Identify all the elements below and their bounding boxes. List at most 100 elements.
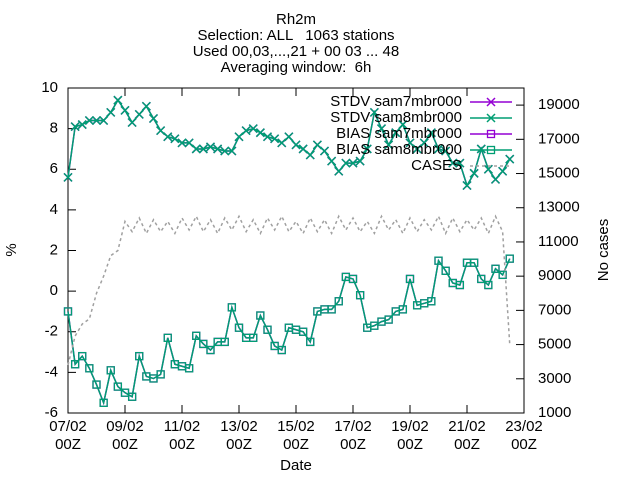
x-tick-label: 19/02 00Z: [391, 418, 429, 453]
marker-x: [462, 180, 472, 191]
marker-square: [491, 264, 500, 273]
marker-x: [498, 166, 508, 176]
marker-x: [99, 115, 109, 126]
marker-square: [327, 305, 336, 314]
y2-tick-label: 3000: [538, 370, 571, 387]
marker-x: [341, 158, 351, 168]
marker-x: [291, 140, 301, 150]
y-tick-label: -2: [45, 323, 58, 340]
marker-square: [70, 360, 80, 369]
marker-x: [486, 97, 496, 107]
marker-x: [505, 154, 515, 164]
marker-square: [486, 145, 496, 155]
y2-tick-label: 13000: [538, 199, 580, 216]
marker-square: [306, 337, 315, 347]
marker-x: [441, 146, 451, 156]
chart-title: Selection: ALL 1063 stations: [197, 27, 394, 44]
marker-x: [191, 144, 201, 154]
marker-x: [469, 168, 479, 178]
marker-square: [192, 331, 201, 340]
legend-label: STDV sam7mbr000: [330, 93, 462, 110]
marker-x: [362, 144, 372, 154]
y2-tick-label: 1000: [538, 404, 571, 421]
y-tick-label: 2: [50, 241, 58, 258]
x-tick-label: 17/02 00Z: [334, 418, 372, 453]
marker-x: [120, 105, 130, 115]
marker-square: [405, 274, 415, 284]
marker-square: [156, 370, 165, 379]
y-tick-label: 4: [50, 201, 58, 218]
marker-square: [113, 382, 123, 391]
marker-square: [63, 307, 73, 316]
y2-tick-label: 9000: [538, 267, 571, 284]
marker-square: [277, 345, 286, 355]
marker-square: [455, 280, 465, 290]
marker-x: [91, 115, 102, 126]
chart-title: Averaging window: 6h: [221, 59, 372, 76]
marker-x: [134, 109, 144, 119]
marker-square: [199, 339, 208, 349]
legend-label: STDV sam8mbr000: [330, 109, 462, 126]
marker-x: [106, 107, 116, 117]
x-tick-label: 15/02 00Z: [277, 418, 315, 453]
x-tick-label: 09/02 00Z: [106, 418, 144, 453]
x-tick-label: 23/02 00Z: [505, 418, 543, 453]
marker-x: [262, 132, 273, 142]
marker-square: [298, 327, 308, 336]
y-tick-label: -6: [45, 404, 58, 421]
marker-x: [384, 140, 394, 150]
marker-x: [433, 144, 444, 154]
marker-square: [106, 366, 115, 375]
marker-square: [234, 323, 244, 332]
marker-square: [127, 392, 137, 401]
y2-tick-label: 5000: [538, 336, 571, 353]
marker-x: [419, 138, 429, 148]
marker-x: [369, 107, 379, 117]
marker-x: [227, 146, 237, 156]
marker-square: [135, 351, 144, 361]
y2-tick-label: 7000: [538, 301, 571, 318]
x-tick-label: 13/02 00Z: [220, 418, 258, 453]
marker-x: [248, 124, 258, 134]
marker-square: [206, 345, 215, 355]
marker-square: [469, 258, 479, 267]
y-tick-label: 10: [41, 79, 58, 96]
marker-x: [334, 166, 344, 176]
marker-square: [484, 280, 493, 290]
marker-square: [398, 305, 408, 314]
x-axis-label: Date: [280, 457, 312, 474]
chart-title: Used 00,03,...,21 + 00 03 ... 48: [193, 43, 399, 60]
marker-square: [427, 297, 436, 306]
series-line: [67, 258, 511, 406]
marker-square: [92, 380, 101, 389]
marker-x: [305, 150, 315, 160]
marker-square: [256, 311, 265, 320]
marker-square: [163, 333, 172, 342]
y-tick-label: 6: [50, 160, 58, 177]
marker-square: [498, 270, 507, 280]
y-tick-label: -4: [45, 363, 58, 380]
marker-square: [99, 398, 108, 407]
marker-x: [426, 128, 436, 138]
y2-tick-label: 17000: [538, 130, 580, 147]
marker-square: [486, 129, 496, 139]
marker-square: [184, 364, 194, 373]
y-tick-label: 8: [50, 120, 58, 137]
y2-tick-label: 19000: [538, 96, 580, 113]
series-line: [67, 214, 511, 366]
marker-x: [127, 118, 137, 128]
marker-square: [355, 291, 365, 300]
marker-x: [141, 101, 151, 111]
y2-axis-label: No cases: [595, 219, 612, 282]
marker-x: [220, 146, 230, 156]
marker-square: [384, 315, 393, 324]
marker-x: [113, 95, 123, 105]
marker-x: [355, 156, 365, 166]
x-tick-label: 21/02 00Z: [448, 418, 486, 453]
marker-x: [148, 113, 159, 123]
marker-x: [398, 120, 408, 130]
marker-x: [63, 172, 73, 182]
marker-x: [84, 115, 94, 126]
x-tick-label: 11/02 00Z: [164, 418, 200, 453]
marker-x: [70, 122, 80, 132]
